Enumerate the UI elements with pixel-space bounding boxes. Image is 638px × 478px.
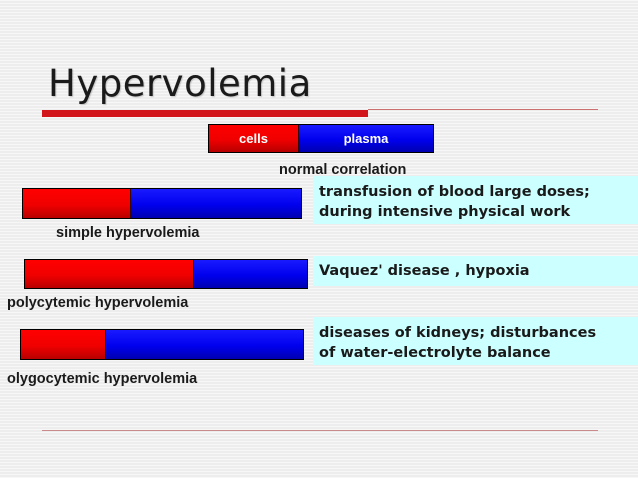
normal-correlation-caption: normal correlation bbox=[279, 162, 407, 178]
cause-line: of water-electrolyte balance bbox=[319, 345, 551, 361]
cells-segment bbox=[23, 189, 132, 218]
polycytemic-hypervolemia-label: polycytemic hypervolemia bbox=[7, 295, 189, 311]
plasma-segment bbox=[131, 189, 301, 218]
cause-line: transfusion of blood large doses; bbox=[319, 184, 590, 200]
simple-hypervolemia-causes: transfusion of blood large doses; during… bbox=[313, 176, 638, 224]
title-underline-thin bbox=[368, 109, 598, 110]
cells-segment: cells bbox=[209, 125, 299, 152]
olygocytemic-hypervolemia-causes: diseases of kidneys; disturbances of wat… bbox=[313, 317, 638, 365]
plasma-segment bbox=[194, 260, 307, 288]
polycytemic-hypervolemia-causes: Vaquez' disease , hypoxia bbox=[313, 256, 638, 286]
plasma-label: plasma bbox=[343, 131, 389, 146]
olygocytemic-hypervolemia-bar bbox=[20, 329, 304, 360]
slide-title: Hypervolemia bbox=[48, 62, 312, 105]
polycytemic-hypervolemia-bar bbox=[24, 259, 308, 289]
cells-label: cells bbox=[239, 131, 268, 146]
olygocytemic-hypervolemia-label: olygocytemic hypervolemia bbox=[7, 371, 198, 387]
title-underline-red bbox=[42, 110, 368, 117]
cause-line: Vaquez' disease , hypoxia bbox=[319, 263, 530, 279]
bottom-divider bbox=[42, 430, 598, 431]
normal-correlation-bar: cells plasma bbox=[208, 124, 434, 153]
cells-segment bbox=[25, 260, 195, 288]
plasma-segment bbox=[105, 330, 303, 359]
cells-segment bbox=[21, 330, 106, 359]
cause-line: diseases of kidneys; disturbances bbox=[319, 325, 597, 341]
cause-line: during intensive physical work bbox=[319, 204, 571, 220]
plasma-segment: plasma bbox=[299, 125, 433, 152]
simple-hypervolemia-label: simple hypervolemia bbox=[56, 225, 200, 241]
simple-hypervolemia-bar bbox=[22, 188, 302, 219]
